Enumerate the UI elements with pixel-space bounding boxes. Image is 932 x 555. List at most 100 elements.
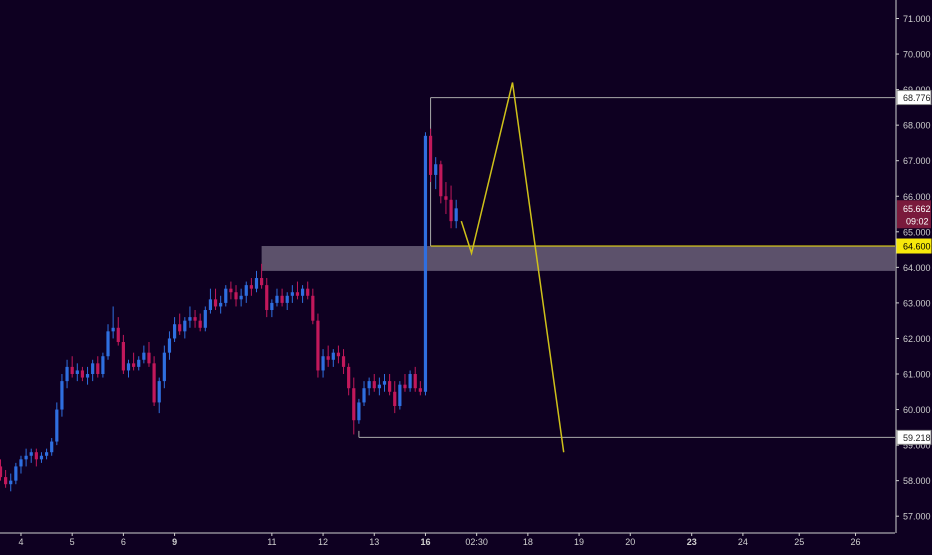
candle-body <box>229 288 233 293</box>
candle-body <box>34 452 38 460</box>
y-tick-label: 60.000 <box>903 405 931 415</box>
candle-body <box>311 295 315 321</box>
candle-body <box>44 452 49 456</box>
x-tick-label: 20 <box>625 537 635 547</box>
candle-body <box>300 288 305 296</box>
candle-body <box>388 381 392 392</box>
candle-body <box>70 366 74 374</box>
candle-body <box>172 324 177 339</box>
candle-body <box>239 295 243 300</box>
candle-body <box>234 292 238 300</box>
x-tick-label: 24 <box>738 537 748 547</box>
lower-level-label: 59.218 <box>903 433 931 443</box>
candle-body <box>393 391 397 406</box>
x-tick-label: 11 <box>267 537 276 547</box>
countdown-label: 09:02 <box>906 216 929 226</box>
candle-body <box>152 363 156 403</box>
candle-body <box>449 199 453 222</box>
candle-body <box>326 356 330 360</box>
candle-body <box>316 320 320 371</box>
y-tick-label: 63.000 <box>903 298 931 308</box>
y-tick-label: 67.000 <box>903 156 931 166</box>
candle-body <box>111 327 115 332</box>
candle-body <box>4 477 8 485</box>
y-tick-label: 66.000 <box>903 192 931 202</box>
upper-level-label-box <box>896 90 932 106</box>
price-axis[interactable] <box>896 0 932 550</box>
candle-body <box>116 327 120 343</box>
candle-body <box>178 324 182 332</box>
candle-body <box>219 302 223 307</box>
candle-body <box>423 135 428 392</box>
candle-body <box>454 208 458 222</box>
x-tick-label: 12 <box>318 537 328 547</box>
candle-body <box>19 459 23 467</box>
candle-body <box>147 352 151 364</box>
candle-body <box>444 196 448 200</box>
y-tick-label: 64.000 <box>903 263 931 273</box>
candle-body <box>14 466 18 481</box>
candle-body <box>382 381 387 385</box>
candle-body <box>398 384 402 406</box>
y-tick-label: 62.000 <box>903 334 931 344</box>
candle-body <box>80 370 85 378</box>
projection-path[interactable] <box>460 82 565 453</box>
candle-body <box>295 292 300 296</box>
candle-body <box>306 288 310 296</box>
candle-body <box>434 164 438 175</box>
y-tick-label: 70.000 <box>903 50 931 60</box>
candle-body <box>265 285 269 311</box>
x-tick-label: 9 <box>172 537 177 547</box>
candle-body <box>280 295 284 303</box>
candle-body <box>224 288 228 303</box>
candle-body <box>91 363 95 374</box>
candle-body <box>347 366 351 389</box>
candle-body <box>96 363 100 374</box>
candle-body <box>439 164 443 197</box>
candle-body <box>321 356 325 371</box>
y-tick-label: 71.000 <box>903 14 931 24</box>
x-tick-label: 02:30 <box>465 537 488 547</box>
x-tick-label: 26 <box>851 537 861 547</box>
x-tick-label: 13 <box>369 537 379 547</box>
y-tick-label: 58.000 <box>903 476 931 486</box>
lower-level-label-box <box>896 429 932 445</box>
candle-body <box>101 356 105 374</box>
x-tick-label: 16 <box>420 537 430 547</box>
y-tick-label: 65.000 <box>903 227 931 237</box>
candle-body <box>167 338 172 353</box>
x-tick-label: 23 <box>687 537 697 547</box>
candle-body <box>260 278 264 286</box>
candle-body <box>65 366 69 382</box>
candle-body <box>270 302 274 311</box>
candle-body <box>9 480 13 485</box>
candle-body <box>352 388 356 421</box>
candle-body <box>106 331 110 357</box>
candle-body <box>428 135 433 175</box>
candle-body <box>254 278 259 289</box>
candle-body <box>198 320 202 328</box>
candle-body <box>275 295 279 303</box>
candle-body <box>362 388 366 403</box>
candle-body <box>188 317 192 321</box>
candle-body <box>336 352 341 357</box>
candle-body <box>137 359 141 367</box>
candle-body <box>162 352 166 382</box>
y-tick-label: 59.000 <box>903 441 931 451</box>
zone-rectangle[interactable] <box>261 246 895 271</box>
x-tick-label: 18 <box>523 537 533 547</box>
marker-level-label-box <box>896 238 932 254</box>
candle-body <box>39 455 44 460</box>
x-tick-label: 19 <box>574 537 584 547</box>
candle-body <box>55 409 59 442</box>
candle-body <box>60 381 64 410</box>
candle-body <box>290 292 294 296</box>
candle-body <box>203 310 207 328</box>
y-tick-label: 57.000 <box>903 512 931 522</box>
candle-body <box>213 299 218 307</box>
candle-body <box>408 374 412 389</box>
candle-body <box>193 317 197 321</box>
y-tick-label: 61.000 <box>903 370 931 380</box>
